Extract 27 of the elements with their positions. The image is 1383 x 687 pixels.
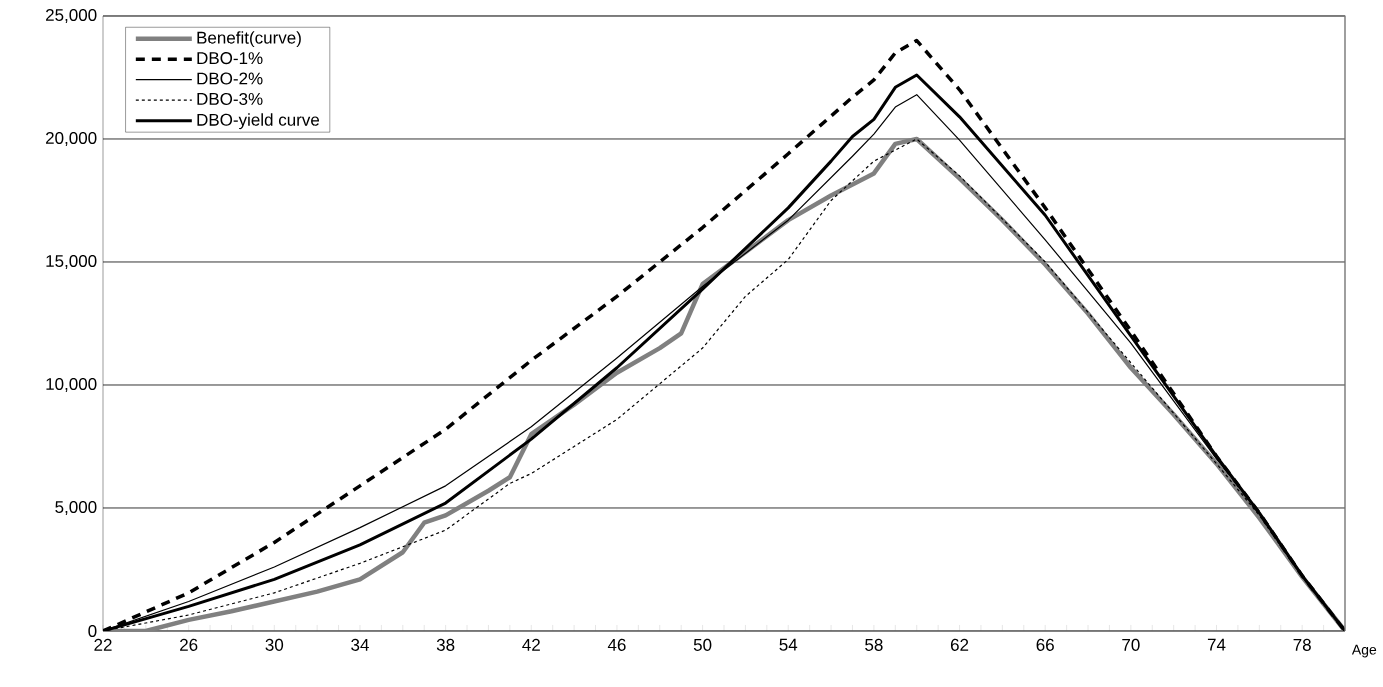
- x-tick-label: 46: [607, 638, 626, 651]
- y-tick-label: 15,000: [46, 254, 97, 269]
- x-tick-label: 70: [1122, 638, 1140, 651]
- x-tick-label: 58: [865, 638, 883, 651]
- x-tick-label: 34: [351, 638, 369, 651]
- x-tick-label: 66: [1036, 638, 1054, 651]
- legend-label: DBO-1%: [197, 52, 263, 65]
- x-tick-label: 30: [265, 638, 284, 651]
- y-tick-label: 20,000: [46, 131, 97, 146]
- x-tick-label: 78: [1293, 638, 1311, 651]
- x-tick-label: 26: [180, 638, 198, 651]
- legend-label: DBO-yield curve: [197, 113, 320, 130]
- x-axis-title: Age: [1351, 644, 1377, 658]
- x-tick-label: 42: [522, 638, 540, 651]
- x-tick-label: 54: [779, 638, 798, 651]
- x-tick-label: 22: [94, 638, 112, 651]
- legend-label: DBO-3%: [197, 92, 263, 105]
- y-tick-label: 0: [88, 624, 97, 638]
- legend-label: DBO-2%: [197, 72, 263, 85]
- x-tick-label: 38: [436, 638, 455, 651]
- y-tick-label: 5,000: [55, 500, 97, 515]
- y-tick-label: 25,000: [46, 8, 97, 23]
- x-tick-label: 74: [1207, 638, 1226, 651]
- y-tick-label: 10,000: [46, 377, 97, 392]
- x-tick-label: 62: [950, 638, 969, 651]
- x-tick-label: 50: [693, 638, 712, 651]
- legend-label: Benefit(curve): [197, 31, 301, 48]
